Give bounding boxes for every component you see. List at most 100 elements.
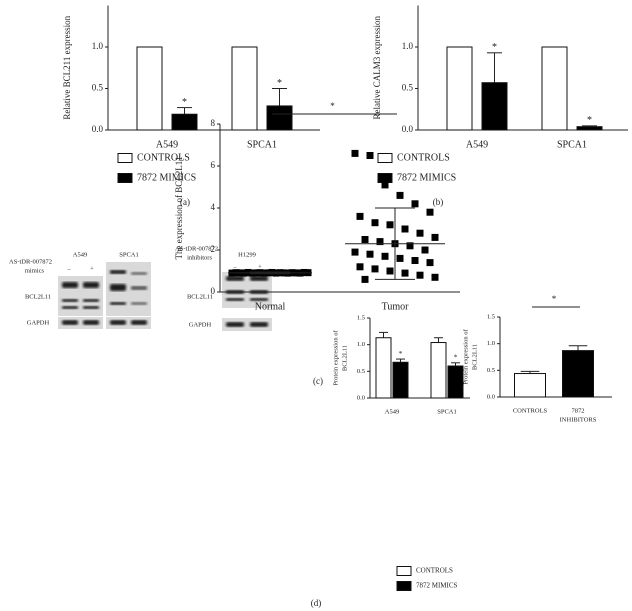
dot	[396, 191, 404, 199]
dot	[381, 252, 389, 260]
dot	[371, 265, 379, 273]
x-tick-label: SPCA1	[557, 139, 587, 150]
blot	[222, 318, 272, 331]
band	[62, 282, 78, 288]
y-tick-label: 1.0	[402, 41, 414, 51]
y-tick-label: 0.0	[402, 124, 414, 134]
legend-swatch	[117, 173, 133, 183]
bar	[562, 350, 594, 398]
bar	[481, 82, 508, 131]
dot	[421, 246, 429, 254]
legend-label: CONTROLS	[137, 152, 190, 163]
y-tick-label: 0	[211, 286, 216, 296]
bar	[430, 342, 447, 399]
x-tick-label: SPCA1	[437, 408, 457, 415]
band	[62, 306, 78, 309]
y-axis-label: BCL2L11	[341, 345, 348, 371]
treatment: AS-tDR-007872	[9, 258, 52, 265]
legend-swatch	[396, 581, 412, 591]
x-tick-label: SPCA1	[247, 139, 277, 150]
y-tick-label: 6	[211, 160, 216, 170]
band	[83, 299, 99, 302]
dot	[401, 269, 409, 277]
legend-swatch	[377, 173, 393, 183]
dot	[361, 236, 369, 243]
band	[226, 298, 244, 301]
y-tick-label: 1.0	[92, 41, 104, 51]
row-label: GAPDH	[189, 321, 212, 328]
dot	[366, 152, 374, 159]
bar	[541, 46, 568, 131]
dot	[356, 212, 364, 220]
y-tick-label: 4	[211, 202, 216, 212]
dot	[366, 250, 374, 258]
y-tick-label: 1.0	[487, 340, 495, 347]
legend-swatch	[117, 153, 133, 163]
band	[110, 284, 126, 291]
y-axis-label: The expression of BCL2L11	[174, 157, 184, 260]
sign: +	[90, 265, 94, 272]
band	[131, 272, 147, 275]
blot-group: A549	[73, 251, 87, 258]
x-tick-label: INHIBITORS	[560, 416, 597, 423]
y-tick-label: 0.0	[357, 394, 365, 401]
dot	[431, 233, 439, 241]
legend-label: 7872 MIMICS	[137, 172, 196, 183]
treatment: mimics	[25, 267, 45, 274]
row-label: GAPDH	[27, 319, 50, 326]
blots: A549 SPCA1 AS-tDR-007872 mimics – + BCL2…	[9, 245, 321, 608]
sign: –	[232, 263, 237, 270]
dot	[426, 259, 434, 267]
sign: –	[66, 265, 71, 272]
row-label: BCL2L11	[25, 293, 51, 300]
band	[131, 286, 147, 290]
bar	[171, 113, 198, 131]
bar	[392, 361, 409, 399]
dot	[416, 271, 424, 279]
y-tick-label: 0.5	[92, 83, 104, 93]
x-tick-label: A549	[385, 408, 399, 415]
panel-label: (a)	[180, 197, 190, 207]
dot	[411, 257, 419, 264]
band	[250, 298, 268, 301]
y-axis-label: Protein expression of	[332, 330, 339, 386]
x-tick-label: 7872	[572, 407, 585, 414]
asterisk: *	[587, 115, 592, 126]
band	[250, 276, 268, 281]
x-tick-label: Tumor	[382, 301, 410, 312]
dot	[401, 225, 409, 233]
legend-label: 7872 MIMICS	[416, 582, 458, 590]
bar	[446, 46, 473, 131]
y-tick-label: 0.5	[487, 367, 495, 374]
dot	[351, 248, 359, 256]
y-tick-label: 1.5	[357, 314, 365, 321]
dot	[406, 242, 414, 250]
bar	[375, 337, 392, 399]
dot	[351, 149, 359, 157]
dot	[426, 208, 434, 216]
blot-group: SPCA1	[119, 251, 139, 258]
asterisk: *	[182, 97, 187, 108]
dot	[376, 238, 384, 246]
y-tick-label: 1.5	[487, 313, 495, 320]
legend-label: 7872 MIMICS	[397, 172, 456, 183]
band	[226, 322, 244, 327]
band	[131, 302, 147, 305]
y-tick-label: 0.5	[357, 368, 365, 375]
significance: *	[330, 101, 335, 111]
bar	[266, 105, 293, 131]
y-axis-label: BCL2L11	[471, 344, 478, 370]
dot	[356, 263, 364, 271]
blot-group: H1299	[238, 251, 256, 258]
band	[62, 299, 78, 302]
y-axis-label: Protein expression of	[462, 329, 469, 385]
asterisk: *	[492, 42, 497, 53]
y-axis-label: Relative CALM3 expression	[372, 16, 382, 120]
asterisk: *	[399, 349, 403, 358]
y-tick-label: 2	[211, 244, 216, 254]
dot	[396, 254, 404, 262]
dot	[416, 229, 424, 237]
asterisk: *	[277, 78, 282, 89]
panel-label: (d)	[311, 598, 322, 608]
significance: *	[552, 294, 557, 304]
